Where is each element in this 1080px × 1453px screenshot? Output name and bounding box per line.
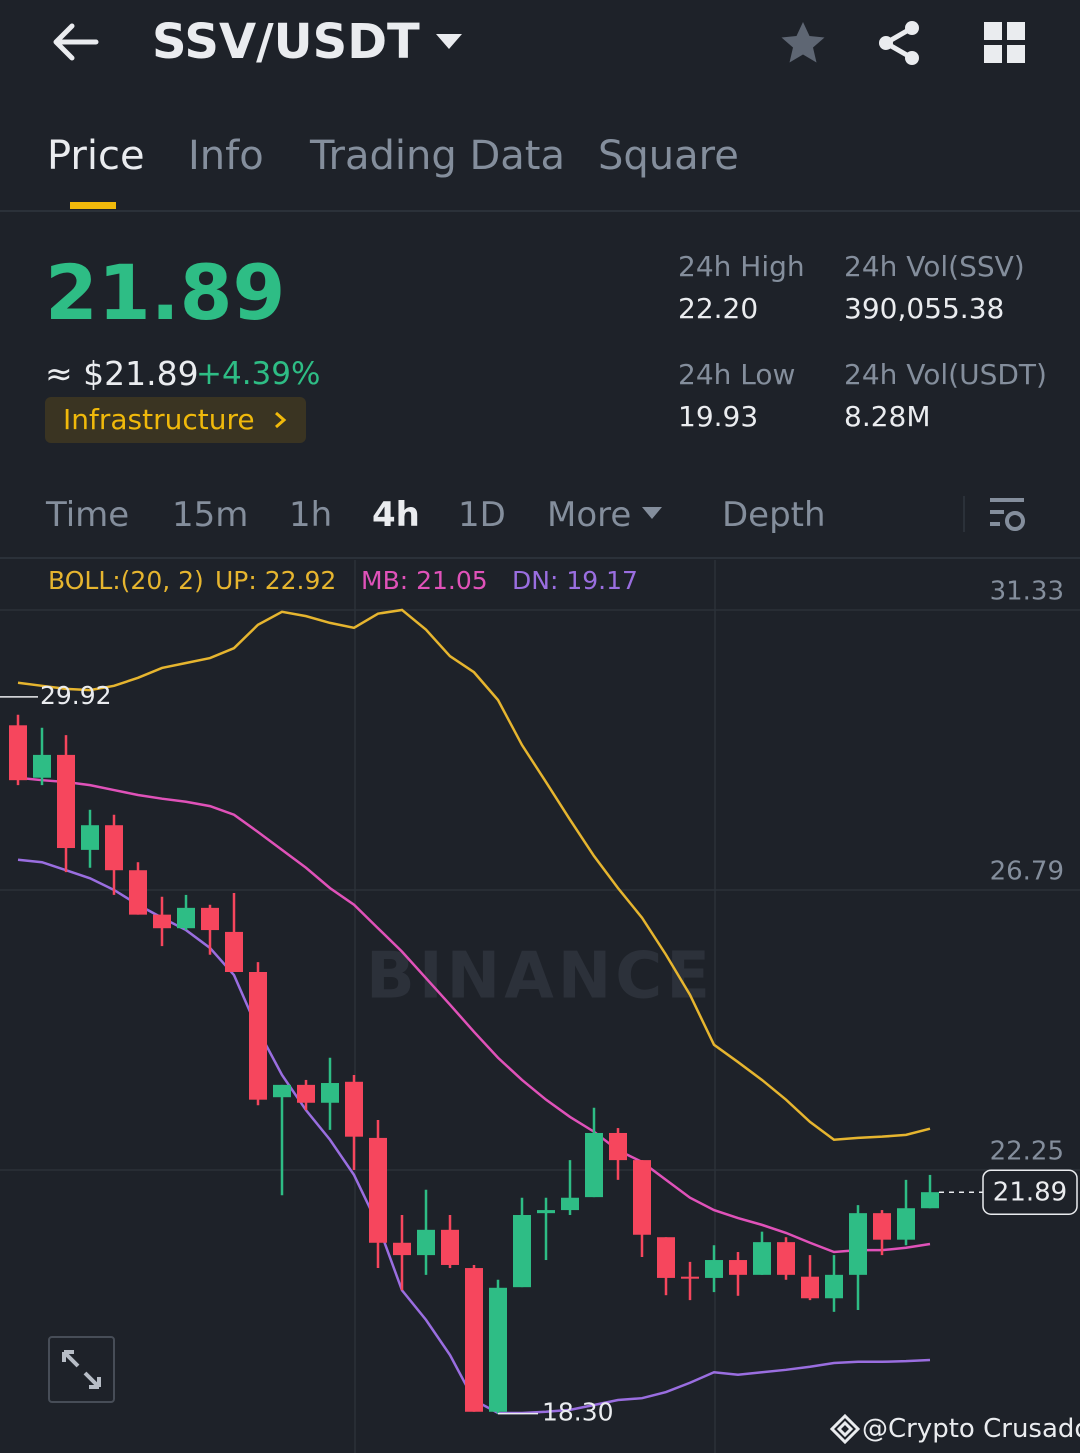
tab[interactable]: Info [188,133,264,179]
stat-value: 19.93 [678,400,759,433]
interval[interactable]: 15m [172,495,249,535]
last-price: 21.89 [45,248,286,337]
candle-body [801,1276,819,1299]
interval[interactable]: 1D [458,495,506,535]
legend-entry: UP: 22.92 [215,566,337,595]
tag-chip[interactable]: Infrastructure [45,397,306,443]
candle-body [489,1287,507,1412]
price-change: +4.39% [196,356,321,392]
stat-label: 24h Vol(SSV) [844,250,1025,283]
boll-line [17,608,931,1142]
candle-body [633,1160,651,1235]
candle-body [465,1268,483,1412]
interval-active[interactable]: 4h [372,495,420,535]
expand-icon [62,1350,101,1389]
candle-body [705,1260,723,1278]
candle-body [297,1084,315,1103]
candle-body [561,1197,579,1211]
candle-body [393,1242,411,1256]
menu-icon[interactable] [984,22,1026,64]
stat-label: 24h Vol(USDT) [844,358,1047,391]
candle-body [417,1229,435,1256]
candle-body [153,914,171,929]
candle-body [753,1242,771,1275]
last-price-box [982,1169,1078,1215]
candle-body [273,1084,291,1098]
pair-dropdown[interactable] [434,32,464,52]
stat-value: 390,055.38 [844,292,1005,325]
interval[interactable]: Depth [722,495,826,535]
candle-body [105,825,123,871]
candle-body [201,907,219,931]
divider [0,210,1080,212]
tab[interactable]: Square [598,133,739,179]
interval[interactable]: More [547,495,632,535]
candle-body [681,1276,699,1279]
interval[interactable]: 1h [289,495,333,535]
stat-label: 24h High [678,250,805,283]
candle-body [777,1242,795,1275]
candle-body [129,870,147,915]
stat-label: 24h Low [678,358,796,391]
candle-body [657,1237,675,1278]
candle-body [825,1274,843,1299]
back-button[interactable] [50,22,100,62]
candle-body [57,754,75,849]
candle-body [81,825,99,850]
low-label: 18.30 [542,1398,614,1427]
chart-settings[interactable] [988,496,1028,534]
y-tick-label: 31.33 [990,576,1064,606]
tab-active[interactable]: Price [47,133,145,179]
legend-entry: MB: 21.05 [361,566,488,595]
pair-title[interactable]: SSV/USDT [152,14,420,70]
stat-value: 8.28M [844,400,931,433]
candle-body [609,1132,627,1161]
expand-button[interactable] [48,1336,115,1403]
y-tick-label: 22.25 [990,1136,1064,1166]
y-tick-label: 26.79 [990,856,1064,886]
favorite-icon[interactable] [780,20,826,66]
tag-label: Infrastructure [63,403,255,436]
credit-icon [830,1414,860,1444]
candle-body [513,1215,531,1288]
usd-price: ≈ $21.89 [45,354,199,393]
legend-entry: DN: 19.17 [512,566,638,595]
tab[interactable]: Trading Data [310,133,565,179]
candle-body [537,1210,555,1214]
candle-body [33,754,51,778]
interval[interactable]: Time [46,495,130,535]
candle-body [177,907,195,929]
last-price-label: 21.89 [993,1178,1067,1208]
candle-body [321,1083,339,1103]
share-icon[interactable] [876,20,922,66]
indicator-label: BOLL:(20, 2) [48,566,204,595]
candle-body [345,1081,363,1137]
stat-value: 22.20 [678,292,759,325]
candle-body [441,1229,459,1265]
chevron [275,411,287,429]
candle-body [369,1137,387,1243]
candle-body [729,1260,747,1275]
candle-body [225,931,243,973]
candle-body [921,1192,939,1209]
more-dropdown[interactable] [641,506,663,520]
divider [0,557,1080,559]
candle-body [585,1132,603,1198]
separator [963,496,965,532]
candle-body [9,725,27,781]
candle-body [873,1213,891,1240]
candle-body [897,1208,915,1240]
high-label: 29.92 [40,681,112,710]
tab-indicator [70,202,116,209]
watermark: BINANCE [366,940,714,1014]
boll-line [17,776,931,1254]
candle-body [849,1213,867,1275]
candle-body [249,972,267,1100]
credit: @Crypto Crusador [862,1414,1080,1444]
